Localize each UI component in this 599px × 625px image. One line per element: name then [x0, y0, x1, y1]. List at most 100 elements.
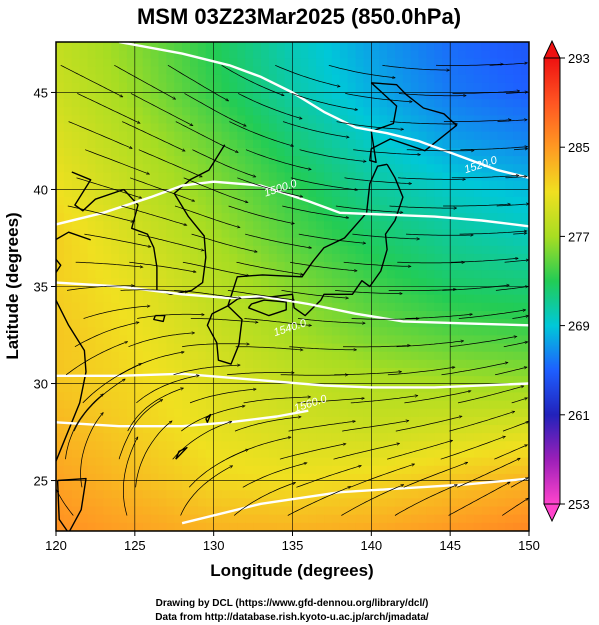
heatmap-cell	[331, 50, 341, 59]
heatmap-cell	[197, 441, 207, 451]
wind-streamline	[403, 462, 468, 488]
heatmap-cell	[316, 310, 325, 320]
heatmap-cell	[166, 327, 175, 336]
heatmap-cell	[79, 139, 89, 149]
heatmap-cell	[197, 400, 207, 410]
heatmap-cell	[426, 66, 435, 76]
heatmap-cell	[308, 384, 317, 394]
heatmap-cell	[505, 457, 514, 467]
heatmap-cell	[481, 465, 491, 475]
heatmap-cell	[316, 482, 325, 491]
heatmap-cell	[481, 351, 491, 361]
heatmap-cell	[394, 253, 404, 263]
heatmap-cell	[268, 172, 278, 182]
heatmap-cell	[324, 473, 333, 483]
heatmap-cell	[111, 172, 120, 182]
heatmap-cell	[119, 506, 128, 516]
heatmap-cell	[324, 147, 333, 157]
heatmap-cell	[95, 196, 104, 206]
heatmap-cell	[111, 465, 120, 475]
heatmap-cell	[442, 359, 451, 369]
heatmap-cell	[418, 82, 428, 92]
heatmap-cell	[103, 270, 112, 279]
heatmap-cell	[63, 115, 73, 125]
heatmap-cell	[402, 270, 412, 279]
heatmap-cell	[339, 90, 349, 100]
wind-streamline	[120, 289, 188, 292]
heatmap-cell	[371, 50, 380, 59]
heatmap-cell	[205, 188, 215, 198]
heatmap-cell	[119, 180, 128, 190]
heatmap-cell	[103, 172, 112, 182]
heatmap-cell	[450, 237, 459, 247]
heatmap-cell	[284, 188, 294, 198]
heatmap-cell	[182, 506, 191, 516]
heatmap-cell	[158, 319, 167, 328]
heatmap-cell	[103, 74, 112, 84]
heatmap-cell	[229, 441, 238, 451]
heatmap-cell	[103, 302, 112, 312]
heatmap-cell	[182, 237, 191, 247]
heatmap-cell	[190, 205, 199, 214]
heatmap-cell	[497, 302, 506, 312]
heatmap-cell	[95, 115, 104, 125]
heatmap-cell	[387, 465, 396, 475]
heatmap-cell	[394, 498, 404, 508]
heatmap-cell	[229, 286, 238, 296]
heatmap-cell	[63, 262, 73, 271]
heatmap-cell	[268, 82, 278, 92]
heatmap-cell	[473, 180, 483, 190]
heatmap-cell	[126, 66, 136, 76]
heatmap-cell	[497, 237, 506, 247]
heatmap-cell	[63, 359, 73, 369]
heatmap-cell	[387, 278, 396, 288]
heatmap-cell	[190, 164, 199, 173]
heatmap-cell	[245, 392, 254, 402]
heatmap-cell	[245, 50, 254, 59]
heatmap-cell	[505, 147, 514, 157]
heatmap-cell	[71, 253, 81, 263]
heatmap-cell	[442, 107, 451, 116]
heatmap-cell	[119, 286, 128, 296]
heatmap-cell	[134, 221, 144, 231]
heatmap-cell	[308, 164, 317, 173]
heatmap-cell	[205, 449, 215, 459]
credit-drawing: Drawing by DCL (https://www.gfd-dennou.o…	[156, 598, 429, 609]
heatmap-cell	[197, 506, 207, 516]
heatmap-cell	[324, 416, 333, 426]
heatmap-cell	[87, 205, 97, 214]
heatmap-cell	[339, 253, 349, 263]
heatmap-cell	[158, 245, 167, 255]
heatmap-cell	[174, 359, 183, 369]
heatmap-cell	[363, 425, 372, 434]
heatmap-cell	[300, 376, 309, 385]
heatmap-cell	[205, 196, 215, 206]
heatmap-cell	[87, 156, 97, 165]
heatmap-cell	[363, 278, 372, 288]
heatmap-cell	[166, 319, 175, 328]
heatmap-cell	[174, 237, 183, 247]
heatmap-cell	[190, 498, 199, 508]
heatmap-cell	[190, 115, 199, 125]
heatmap-cell	[473, 156, 483, 165]
heatmap-cell	[111, 156, 120, 165]
heatmap-cell	[119, 66, 128, 76]
wind-streamline	[189, 389, 256, 404]
heatmap-cell	[458, 82, 467, 92]
heatmap-cell	[134, 99, 144, 108]
heatmap-cell	[245, 433, 254, 442]
heatmap-cell	[505, 172, 514, 182]
heatmap-cell	[458, 392, 467, 402]
heatmap-cell	[237, 343, 246, 353]
heatmap-cell	[308, 123, 317, 133]
heatmap-cell	[387, 482, 396, 491]
heatmap-cell	[260, 107, 270, 116]
heatmap-cell	[434, 490, 443, 499]
heatmap-cell	[158, 147, 167, 157]
heatmap-cell	[497, 213, 506, 222]
heatmap-cell	[426, 294, 435, 304]
heatmap-cell	[253, 335, 262, 345]
heatmap-cell	[308, 473, 317, 483]
heatmap-cell	[268, 196, 278, 206]
heatmap-cell	[253, 522, 262, 531]
